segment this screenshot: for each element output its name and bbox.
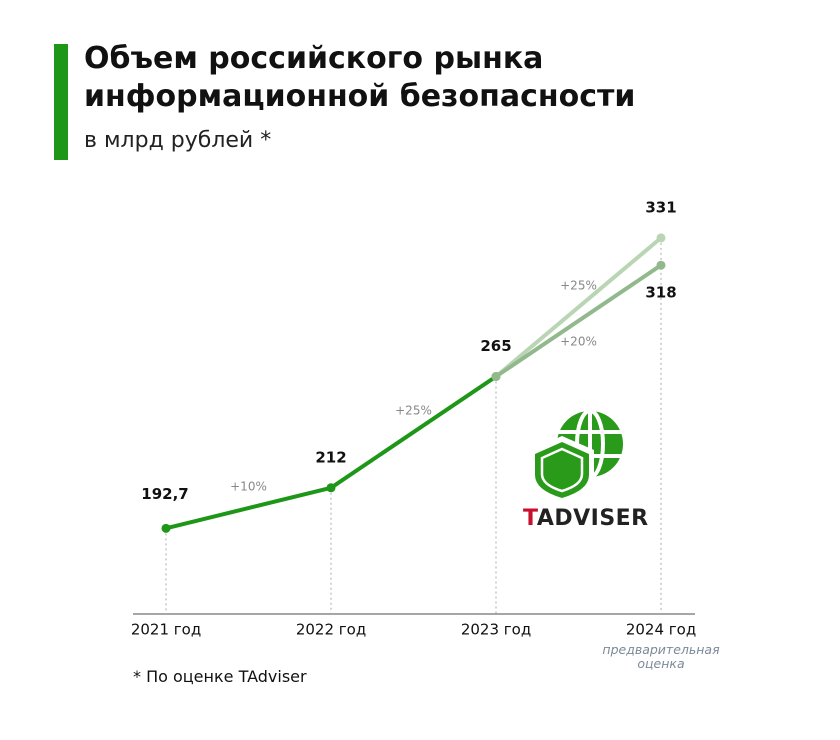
value-label: 192,7 <box>141 485 188 503</box>
chart-title: Объем российского рынка информационной б… <box>84 41 636 114</box>
x-tick-label: 2024 год <box>626 621 696 639</box>
growth-label: +25% <box>395 404 432 418</box>
data-point <box>656 260 666 270</box>
logo-icon <box>530 409 623 504</box>
value-label: 331 <box>645 198 676 216</box>
data-point <box>161 523 171 533</box>
x-tick-label: 2022 год <box>296 621 366 639</box>
series-line <box>494 263 663 379</box>
logo-text: TADVISER <box>523 506 649 531</box>
data-point <box>656 233 666 243</box>
chart-subtitle: в млрд рублей * <box>84 128 272 153</box>
value-label: 318 <box>645 284 676 302</box>
growth-label: +25% <box>560 279 597 293</box>
growth-label: +20% <box>560 334 597 348</box>
data-point <box>491 372 501 381</box>
x-tick-label: 2023 год <box>461 621 531 639</box>
growth-label: +10% <box>230 480 267 494</box>
value-label: 265 <box>480 337 511 355</box>
value-label: 212 <box>315 448 346 466</box>
data-point <box>326 483 336 493</box>
series-line <box>494 236 663 379</box>
forecast-note: предварительная оценка <box>602 642 720 671</box>
x-tick-label: 2021 год <box>131 621 201 639</box>
accent-bar <box>54 44 68 160</box>
footnote: * По оценке TAdviser <box>133 667 307 686</box>
